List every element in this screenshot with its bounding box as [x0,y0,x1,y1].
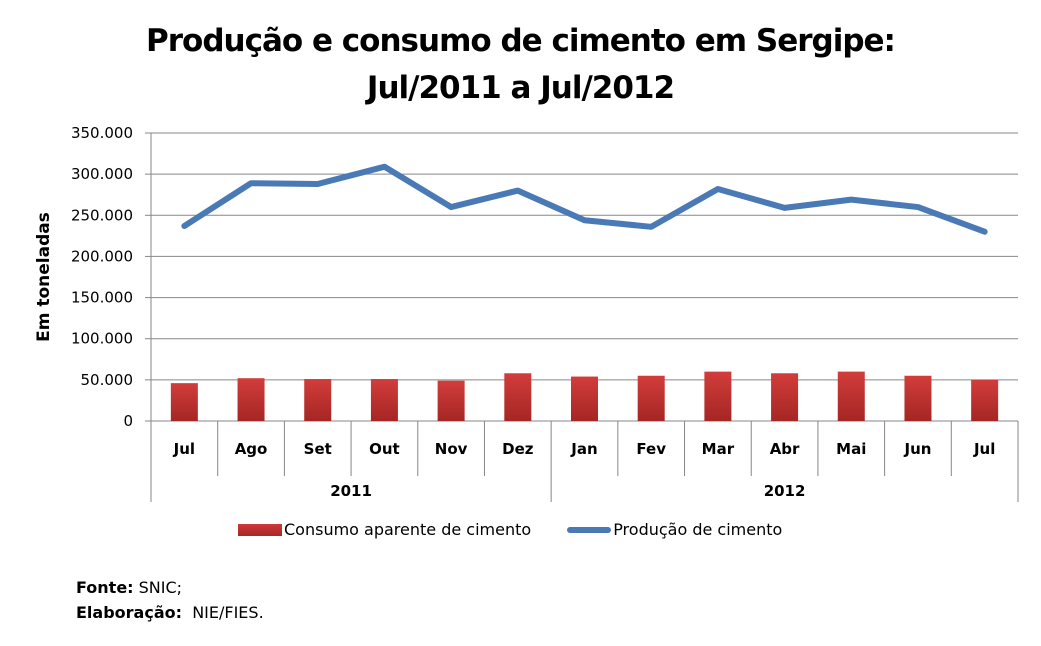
x-tick-label-mar: Mar [702,440,735,458]
x-group-label-2011: 2011 [330,482,372,500]
y-tick-label: 0 [123,412,133,430]
x-group-label-2012: 2012 [764,482,806,500]
source-label: Fonte: [76,578,134,597]
y-axis-label: Em toneladas [34,212,54,342]
x-tick-label-mai: Mai [836,440,866,458]
legend-bar-swatch [238,523,282,536]
x-tick-label-jan: Jan [570,440,597,458]
legend-label-consumo: Consumo aparente de cimento [284,520,532,539]
source-value: SNIC; [133,578,183,597]
x-tick-label-out: Out [369,440,400,458]
x-tick-label-set: Set [304,440,332,458]
x-tick-label-ago: Ago [235,440,268,458]
chart-title: Produção e consumo de cimento em Sergipe… [0,18,1041,112]
elaboration-value: NIE/FIES. [182,603,264,622]
gridlines [151,132,1018,422]
chart-title-line-2: Jul/2011 a Jul/2012 [366,70,675,106]
x-tick-label-jun: Jun [903,440,931,458]
footer-notes: Fonte: SNIC; Elaboração: NIE/FIES. [76,575,264,625]
bar-consumo-abr-9 [771,373,799,421]
line-producao [181,163,988,235]
elaboration-label: Elaboração: [76,603,183,622]
elaboration-note: Elaboração: NIE/FIES. [76,600,264,625]
x-tick-label-abr: Abr [770,440,800,458]
bar-consumo-mai-10 [837,371,865,421]
line-series-producao [181,163,988,235]
legend-label-producao: Produção de cimento [613,520,783,539]
bar-consumo-ago-1 [237,378,265,421]
source-note: Fonte: SNIC; [76,575,264,600]
x-tick-label-jul: Jul [973,440,995,458]
bar-consumo-jul-12 [971,379,999,421]
bar-consumo-jun-11 [904,375,932,421]
y-tick-label: 150.000 [71,289,133,307]
x-tick-label-dez: Dez [502,440,534,458]
bar-consumo-jan-6 [571,376,598,421]
y-tick-label: 200.000 [71,247,133,265]
legend-item-producao: Produção de cimento [567,520,782,539]
legend-item-consumo: Consumo aparente de cimento [238,520,531,539]
bar-consumo-jul-0 [170,383,198,421]
bar-consumo-set-2 [304,379,332,421]
bar-consumo-out-3 [370,379,398,421]
legend: Consumo aparente de cimento Produção de … [238,520,818,539]
x-tick-label-jul: Jul [173,440,195,458]
bar-consumo-dez-5 [504,373,532,421]
x-tick-label-nov: Nov [435,440,468,458]
y-tick-label: 300.000 [71,165,133,183]
bar-consumo-mar-8 [704,371,732,421]
bar-consumo-nov-4 [437,380,465,421]
bar-consumo-fev-7 [637,375,665,421]
bar-series-consumo [170,371,999,421]
y-tick-label: 350.000 [71,124,133,142]
y-tick-label: 250.000 [71,206,133,224]
y-tick-label: 100.000 [71,330,133,348]
y-tick-label: 50.000 [81,371,134,389]
y-axis-ticks: 0 50.000 100.000 150.000 200.000 250.000 300.0… [71,124,152,430]
x-tick-label-fev: Fev [636,440,666,458]
x-axis: Jul Ago Set Out Nov Dez Jan Fev Mar Abr Mai Jun Jul 2… [150,421,1019,502]
legend-line-swatch [567,526,612,533]
chart-title-line-1: Produção e consumo de cimento em Sergipe… [146,23,896,59]
